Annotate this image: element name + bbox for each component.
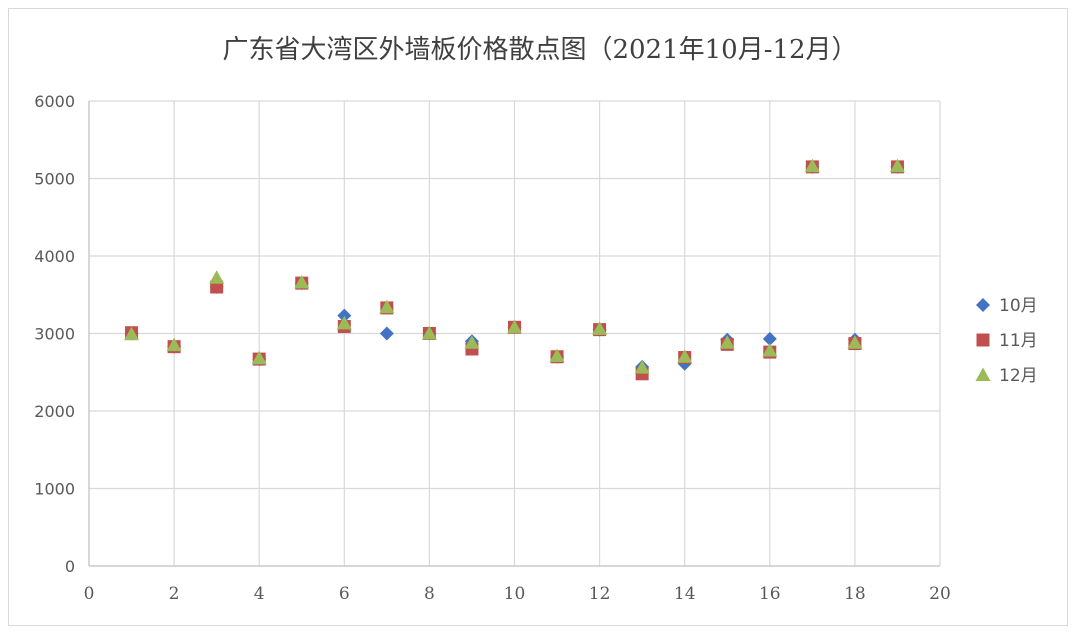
- data-point-triangle: [379, 299, 395, 314]
- data-point-square: [210, 280, 224, 294]
- legend-item[interactable]: 11月: [976, 331, 1038, 351]
- x-tick-label: 4: [254, 584, 265, 604]
- legend-item[interactable]: 10月: [976, 296, 1038, 316]
- legend-label: 12月: [999, 366, 1038, 386]
- x-tick-label: 8: [424, 584, 435, 604]
- y-tick-label: 6000: [34, 92, 75, 111]
- data-point-triangle: [464, 335, 480, 349]
- data-point-triangle: [847, 335, 863, 349]
- legend-marker-triangle-icon: [975, 367, 991, 381]
- data-point-triangle: [549, 348, 565, 362]
- data-point-triangle: [209, 270, 225, 284]
- series-3-points: [124, 158, 905, 374]
- legend-label: 11月: [999, 331, 1038, 351]
- data-point-triangle: [507, 319, 522, 334]
- x-tick-label: 6: [339, 584, 350, 604]
- legend[interactable]: 10月 11月 12月: [975, 296, 1038, 386]
- data-point-triangle: [124, 326, 140, 341]
- y-tick-label: 3000: [34, 325, 75, 344]
- legend-marker-square-icon: [976, 333, 990, 347]
- x-tick-label: 20: [929, 584, 951, 604]
- data-point-diamond: [379, 326, 394, 341]
- data-point-triangle: [677, 349, 693, 363]
- x-tick-label: 12: [589, 584, 611, 604]
- x-axis-tick-labels: 0 2 4 6 8 10 12 14 16 18 20: [84, 584, 951, 604]
- data-point-triangle: [251, 350, 267, 365]
- data-point-diamond: [337, 308, 352, 323]
- data-point-triangle: [336, 315, 352, 330]
- y-tick-label: 1000: [34, 480, 75, 499]
- y-tick-label: 5000: [34, 170, 75, 189]
- y-tick-label: 0: [65, 557, 75, 576]
- x-tick-label: 10: [504, 584, 526, 604]
- y-axis-tick-labels: 0 1000 2000 3000 4000 5000 6000: [34, 92, 75, 576]
- x-tick-label: 16: [759, 584, 781, 604]
- axes: [88, 101, 940, 567]
- y-tick-label: 2000: [34, 402, 75, 421]
- data-point-diamond: [762, 331, 777, 346]
- data-point-triangle: [889, 158, 905, 173]
- x-tick-label: 2: [169, 584, 180, 604]
- chart-title: 广东省大湾区外墙板价格散点图（2021年10月-12月）: [222, 35, 857, 65]
- data-point-triangle: [719, 335, 735, 349]
- data-point-triangle: [166, 337, 182, 352]
- x-tick-label: 0: [84, 584, 95, 604]
- legend-item[interactable]: 12月: [975, 366, 1038, 386]
- data-point-triangle: [634, 360, 650, 374]
- x-tick-label: 14: [674, 584, 696, 604]
- x-tick-label: 18: [844, 584, 866, 604]
- data-point-triangle: [421, 326, 437, 340]
- data-point-triangle: [804, 158, 820, 173]
- legend-marker-diamond-icon: [976, 298, 990, 312]
- data-point-triangle: [762, 343, 778, 357]
- data-point-triangle: [592, 321, 608, 335]
- y-tick-label: 4000: [34, 247, 75, 266]
- data-point-triangle: [294, 274, 310, 289]
- chart-frame: [8, 8, 1068, 626]
- legend-label: 10月: [999, 296, 1038, 316]
- data-points: [124, 158, 905, 381]
